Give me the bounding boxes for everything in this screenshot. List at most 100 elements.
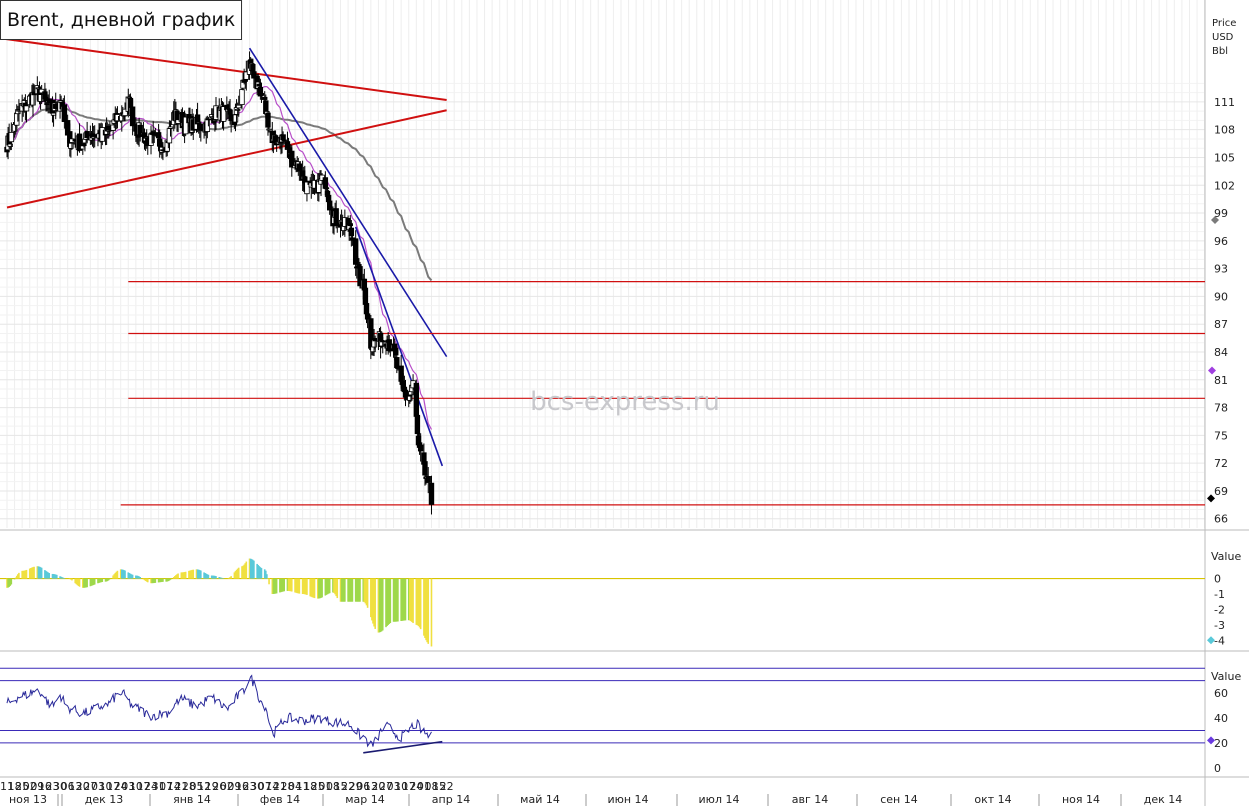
date-tick-label: 10 [99, 780, 113, 793]
candle-body [50, 112, 57, 116]
date-tick-label: 20 [76, 780, 90, 793]
axis-layer: 666972757881848790939699102105108111Pric… [0, 18, 1241, 806]
candle-body [44, 103, 50, 106]
price-candle [76, 123, 83, 153]
price-candle [428, 475, 435, 515]
date-tick-label: 28 [182, 780, 196, 793]
candle-body [407, 395, 413, 401]
candle-body [258, 93, 265, 96]
date-tick-label: 19 [205, 780, 219, 793]
candle-body [417, 444, 424, 452]
histogram-tick-label: -4 [1214, 634, 1225, 647]
date-tick-label: 07 [159, 780, 173, 793]
candle-body [38, 88, 45, 94]
month-label: дек 14 [1144, 793, 1183, 806]
histogram-marker [1207, 636, 1215, 645]
price-tick-label: 75 [1214, 429, 1228, 442]
date-tick-label: 20 [371, 780, 385, 793]
candle-body [250, 64, 256, 72]
candle-body [256, 83, 263, 87]
price-candle [15, 105, 21, 122]
date-tick-label: 16 [235, 780, 249, 793]
price-candle [236, 95, 242, 117]
date-tick-label: 15 [432, 780, 446, 793]
price-tick-label: 108 [1214, 124, 1235, 137]
price-candle [281, 135, 287, 145]
candle-body [167, 126, 174, 129]
date-tick-label: 13 [364, 780, 378, 793]
date-tick-label: 17 [402, 780, 416, 793]
chart-title: Brent, дневной график [0, 0, 243, 40]
date-tick-label: 02 [23, 780, 37, 793]
price-unit-label: Bbl [1212, 46, 1228, 57]
price-tick-label: 72 [1214, 457, 1228, 470]
price-candle [84, 121, 90, 143]
date-tick-label: 02 [220, 780, 234, 793]
candle-body [428, 482, 435, 505]
price-candle [348, 220, 355, 247]
candle-body [126, 96, 133, 99]
month-label: фев 14 [260, 793, 300, 806]
date-tick-label: 03 [91, 780, 105, 793]
rsi-line [6, 674, 432, 748]
price-candle [378, 332, 385, 349]
date-tick-label: 09 [30, 780, 44, 793]
price-unit-label: Price [1212, 18, 1236, 29]
date-tick-label: 14 [265, 780, 279, 793]
date-tick-label: 13 [68, 780, 82, 793]
date-tick-label: 25 [15, 780, 29, 793]
candle-body [425, 476, 431, 483]
candle-body [195, 121, 202, 124]
date-tick-label: 07 [258, 780, 272, 793]
date-tick-label: 06 [61, 780, 75, 793]
price-candle [205, 116, 212, 127]
candle-body [232, 114, 239, 123]
month-label: май 14 [520, 793, 560, 806]
candle-body [239, 89, 245, 105]
overlay-layer [0, 37, 1205, 506]
date-tick-label: 30 [53, 780, 67, 793]
date-tick-label: 18 [303, 780, 317, 793]
date-tick-label: 01 [318, 780, 332, 793]
candle-body [251, 71, 257, 79]
candle-body [233, 107, 240, 115]
price-candle [61, 95, 68, 129]
rsi-layer [0, 667, 1205, 754]
candle-body [76, 133, 83, 151]
price-layer [4, 51, 435, 515]
price-candle [380, 336, 386, 354]
month-label: сен 14 [880, 793, 918, 806]
month-label: апр 14 [432, 793, 470, 806]
candle-body [348, 227, 355, 237]
price-candle [243, 60, 250, 91]
candle-body [197, 123, 203, 130]
candle-body [37, 94, 44, 102]
rsi-marker [1207, 736, 1215, 745]
candle-body [7, 143, 13, 147]
candle-body [243, 71, 250, 80]
date-tick-label: 23 [45, 780, 59, 793]
candle-body [257, 86, 264, 97]
price-candle [251, 65, 257, 89]
watermark: bcs-express.ru [530, 387, 720, 417]
price-candle [167, 120, 174, 137]
candle-body [304, 181, 310, 195]
date-tick-label: 09 [227, 780, 241, 793]
price-candle [257, 78, 264, 100]
candle-body [357, 266, 363, 287]
price-tick-label: 105 [1214, 151, 1235, 164]
candle-body [129, 106, 136, 127]
price-tick-label: 96 [1214, 235, 1228, 248]
date-tick-label: 15 [334, 780, 348, 793]
histogram-tick-label: -2 [1214, 603, 1225, 616]
price-tick-label: 81 [1214, 374, 1228, 387]
date-tick-label: 29 [349, 780, 363, 793]
price-tick-label: 78 [1214, 402, 1228, 415]
candle-body [155, 132, 162, 139]
candle-body [398, 365, 404, 382]
candle-body [84, 131, 90, 139]
candle-body [422, 461, 428, 476]
price-candle [414, 404, 421, 438]
candle-body [262, 96, 268, 100]
candle-body [68, 142, 74, 149]
